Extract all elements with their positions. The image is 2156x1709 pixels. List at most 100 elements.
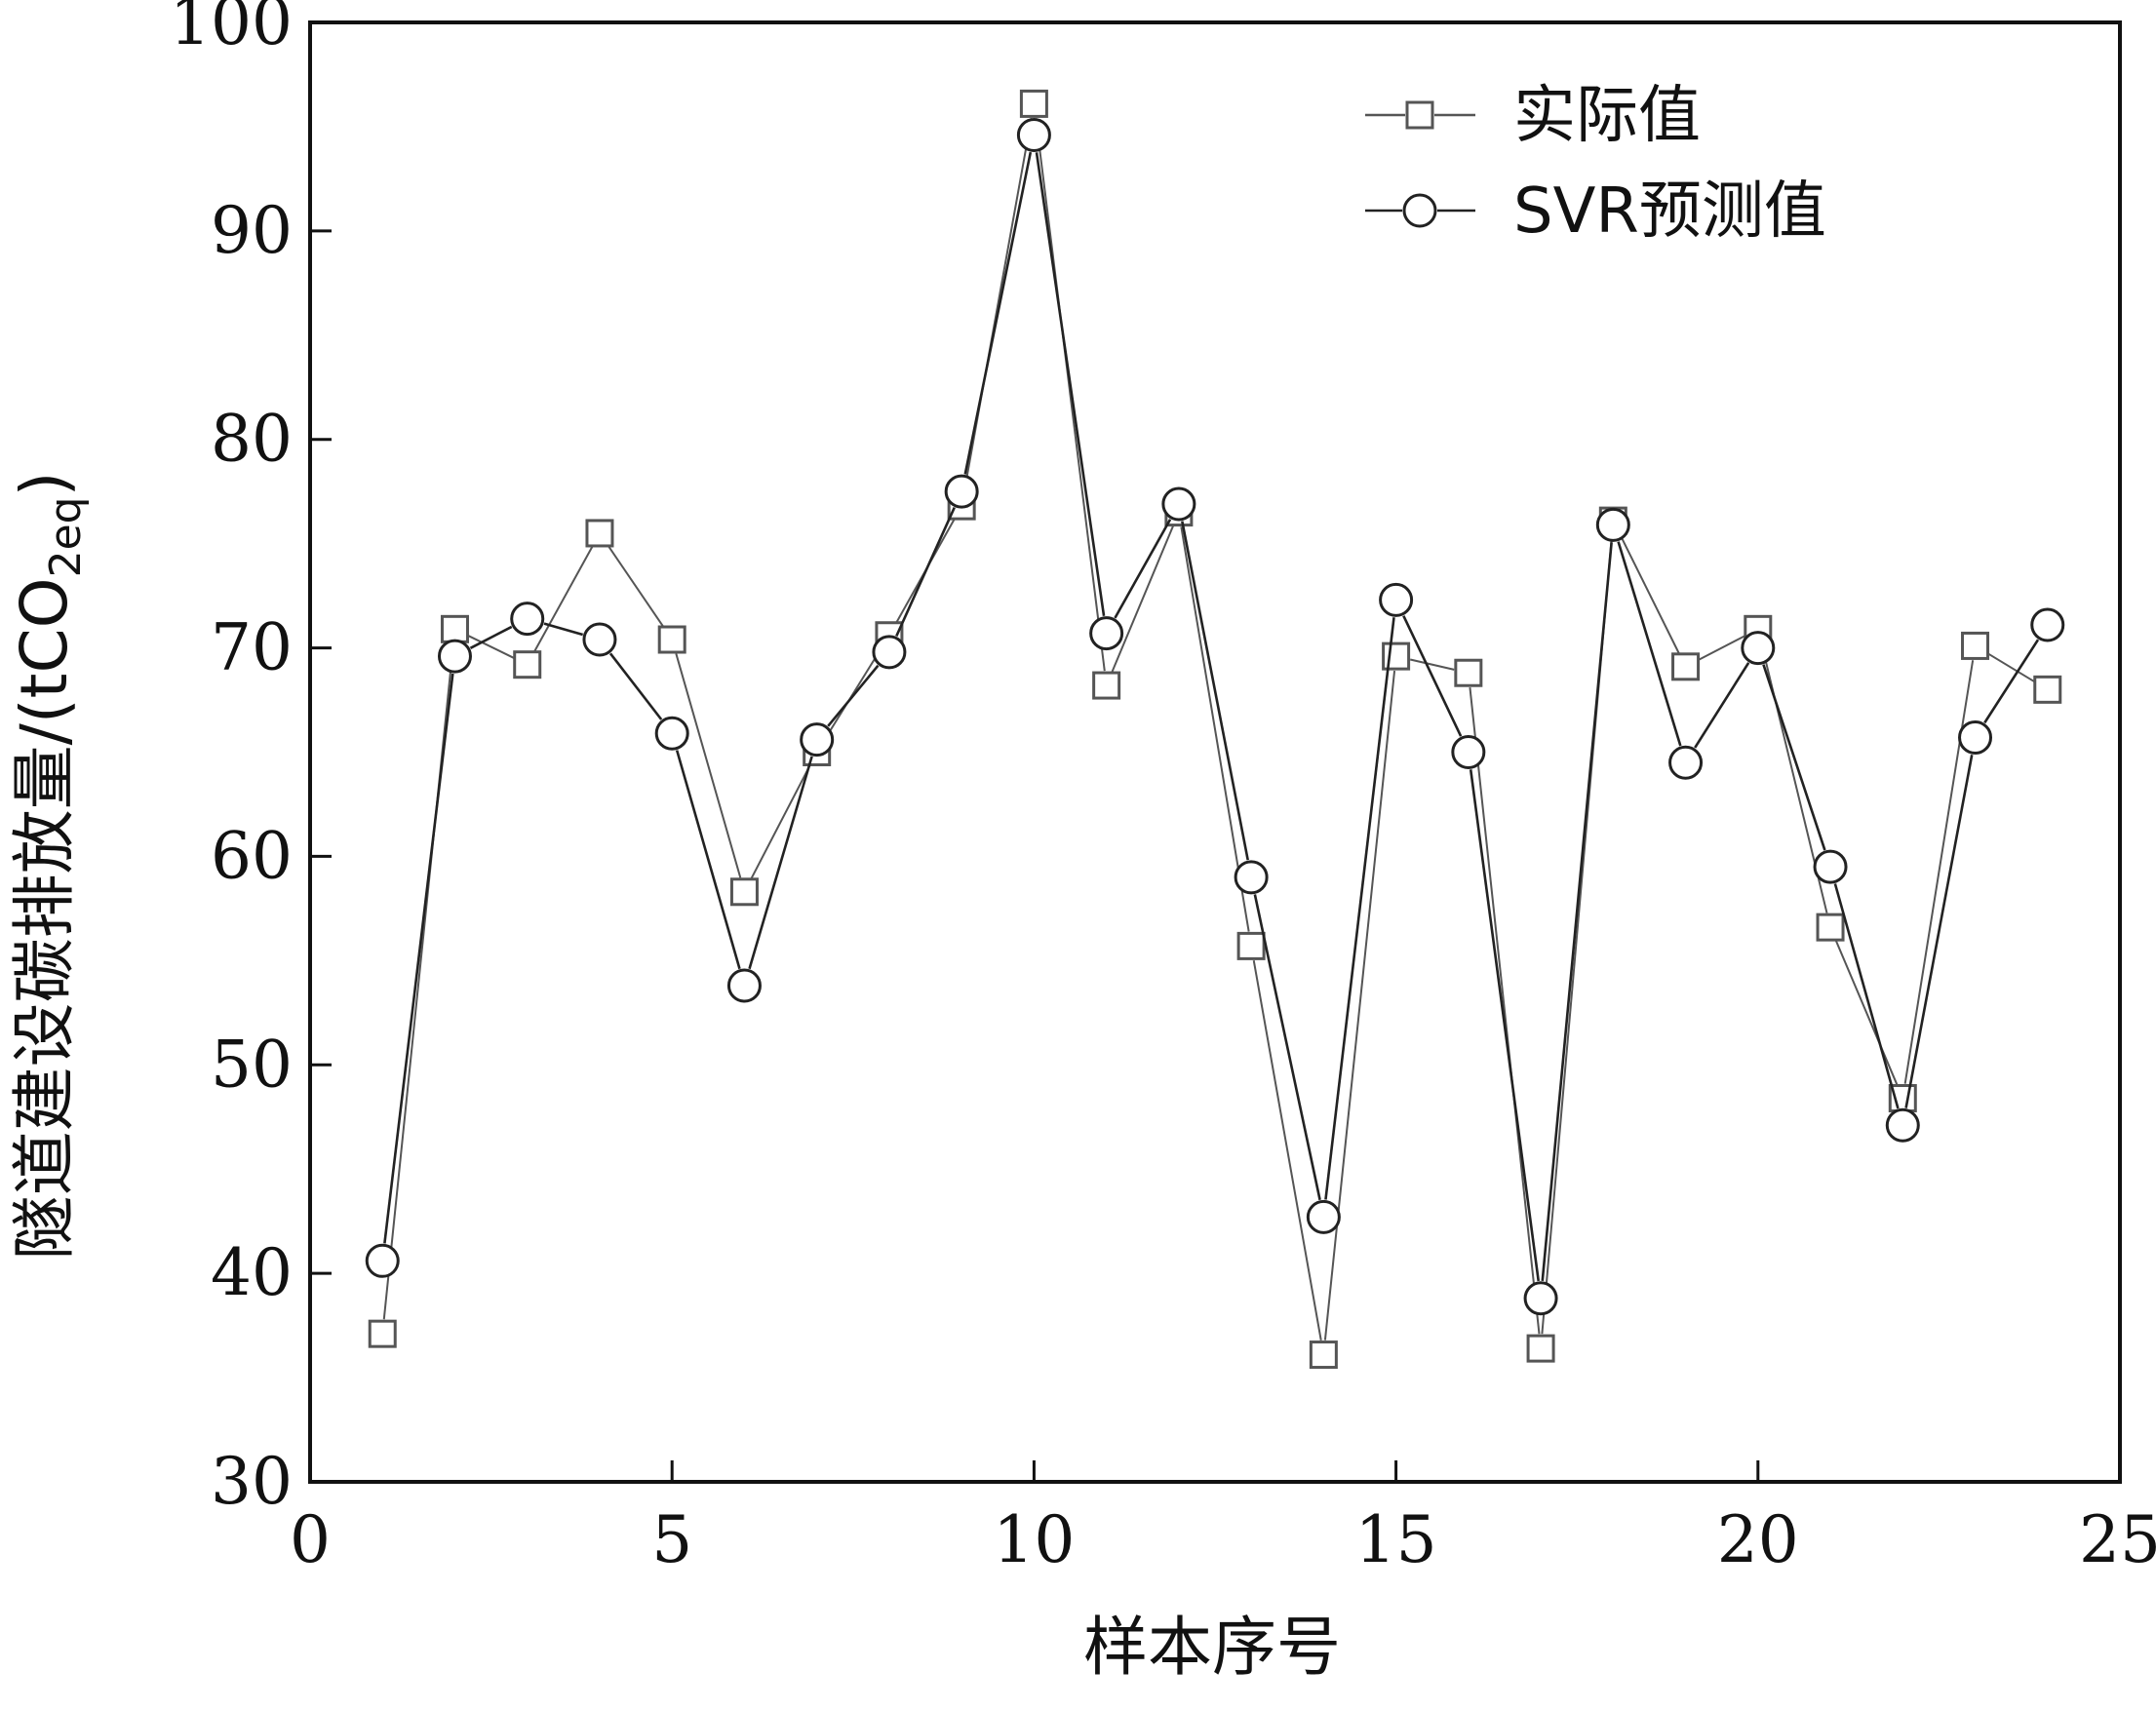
svr-point — [1016, 117, 1051, 152]
legend-label: SVR预测值 — [1513, 175, 1826, 248]
svr-point — [1234, 860, 1269, 895]
actual-point — [1671, 652, 1701, 681]
series-group — [365, 89, 2065, 1370]
series-line-segment — [1698, 635, 1745, 661]
series-line-segment — [1252, 959, 1322, 1340]
series-line-segment — [543, 622, 584, 637]
actual-point — [1019, 89, 1048, 118]
series-line-segment — [895, 507, 956, 637]
y-axis-title-suffix: ) — [7, 472, 82, 497]
svr-point — [1451, 735, 1486, 769]
svr-point — [800, 722, 835, 757]
svr-point — [1161, 486, 1196, 522]
legend-item-svr-predicted: SVR预测值 — [1365, 175, 1826, 248]
series-line-segment — [1253, 894, 1321, 1201]
actual-point — [440, 614, 469, 643]
actual-point — [585, 519, 614, 548]
series-line-segment — [469, 625, 513, 649]
series-svr-predicted — [365, 117, 2065, 1316]
series-line-segment — [1469, 687, 1541, 1335]
actual-point — [1092, 671, 1121, 700]
actual-point — [368, 1319, 397, 1348]
svr-point — [1813, 849, 1848, 884]
svr-point — [1668, 745, 1704, 780]
y-axis-title: 隧道建设碳排放量/(tCO2eq) — [7, 472, 91, 1261]
series-line-segment — [1904, 754, 1974, 1108]
svr-point — [1523, 1281, 1558, 1316]
svr-point — [944, 474, 979, 509]
actual-point — [513, 650, 542, 680]
series-line-segment — [1323, 670, 1396, 1340]
series-line-segment — [1762, 664, 1826, 851]
series-line-segment — [675, 653, 742, 878]
series-line-segment — [467, 635, 515, 659]
series-line-segment — [533, 545, 594, 653]
series-line-segment — [1469, 769, 1541, 1282]
svr-point — [437, 639, 472, 674]
x-tick-label: 15 — [1355, 1502, 1437, 1577]
series-line-segment — [675, 750, 741, 970]
series-line-segment — [1111, 525, 1175, 673]
series-line-segment — [1402, 615, 1463, 737]
actual-point — [1236, 931, 1266, 960]
svr-point — [510, 602, 545, 637]
x-tick-label: 10 — [993, 1502, 1075, 1577]
actual-point — [1454, 658, 1483, 687]
series-line-segment — [1409, 658, 1455, 671]
svr-point — [1306, 1199, 1341, 1234]
svr-point — [872, 635, 907, 670]
y-tick-label: 70 — [211, 610, 293, 685]
actual-point — [2033, 675, 2062, 704]
svr-point — [654, 716, 689, 751]
legend-item-actual: 实际值 — [1365, 80, 1701, 152]
y-tick-label: 100 — [170, 0, 293, 59]
series-line-segment — [1181, 521, 1249, 861]
x-tick-label: 5 — [651, 1502, 692, 1577]
svr-point — [1958, 720, 1993, 756]
series-line-segment — [1986, 652, 2036, 683]
x-tick-label: 25 — [2079, 1502, 2156, 1577]
svr-point — [1089, 616, 1124, 651]
y-tick-label: 40 — [211, 1235, 293, 1310]
series-line-segment — [962, 117, 1033, 492]
series-line-segment — [1694, 662, 1750, 749]
svr-point — [365, 1243, 400, 1278]
series-line-segment — [1035, 152, 1106, 616]
series-line-segment — [1180, 526, 1250, 932]
y-tick-label: 30 — [211, 1444, 293, 1519]
series-line-segment — [608, 652, 663, 720]
svr-point — [1741, 631, 1776, 666]
legend: 实际值 SVR预测值 — [1365, 80, 1826, 248]
series-line-segment — [963, 151, 1033, 475]
series-line-segment — [750, 764, 811, 879]
y-tick-label: 50 — [211, 1027, 293, 1102]
series-line-segment — [827, 664, 880, 727]
x-tick-label: 0 — [290, 1502, 331, 1577]
y-tick-label: 80 — [211, 402, 293, 477]
svr-point — [1379, 582, 1414, 617]
svr-point — [1595, 507, 1630, 542]
series-line-segment — [1833, 883, 1900, 1109]
series-line-segment — [1903, 660, 1975, 1084]
series-line-segment — [748, 756, 813, 970]
series-line-segment — [1114, 519, 1172, 619]
x-axis-title: 样本序号 — [1083, 1610, 1341, 1685]
actual-point — [657, 625, 686, 654]
actual-point — [1961, 631, 1990, 660]
actual-point — [1816, 913, 1845, 942]
svr-point — [582, 622, 617, 657]
actual-point — [729, 877, 759, 907]
svr-point — [2030, 607, 2065, 642]
series-actual — [368, 89, 2062, 1370]
series-line-segment — [607, 544, 665, 629]
y-axis-title-main: 隧道建设碳排放量/(tCO — [7, 577, 82, 1260]
series-line-segment — [1035, 118, 1106, 672]
axes: 0 5 10 15 20 25 30 40 50 60 70 80 90 100 — [170, 0, 2156, 1577]
series-line-segment — [1617, 541, 1682, 747]
actual-point — [1526, 1334, 1555, 1363]
series-line-segment — [1324, 617, 1395, 1200]
series-line-segment — [823, 646, 882, 741]
y-tick-label: 60 — [211, 818, 293, 893]
x-tick-label: 20 — [1717, 1502, 1799, 1577]
